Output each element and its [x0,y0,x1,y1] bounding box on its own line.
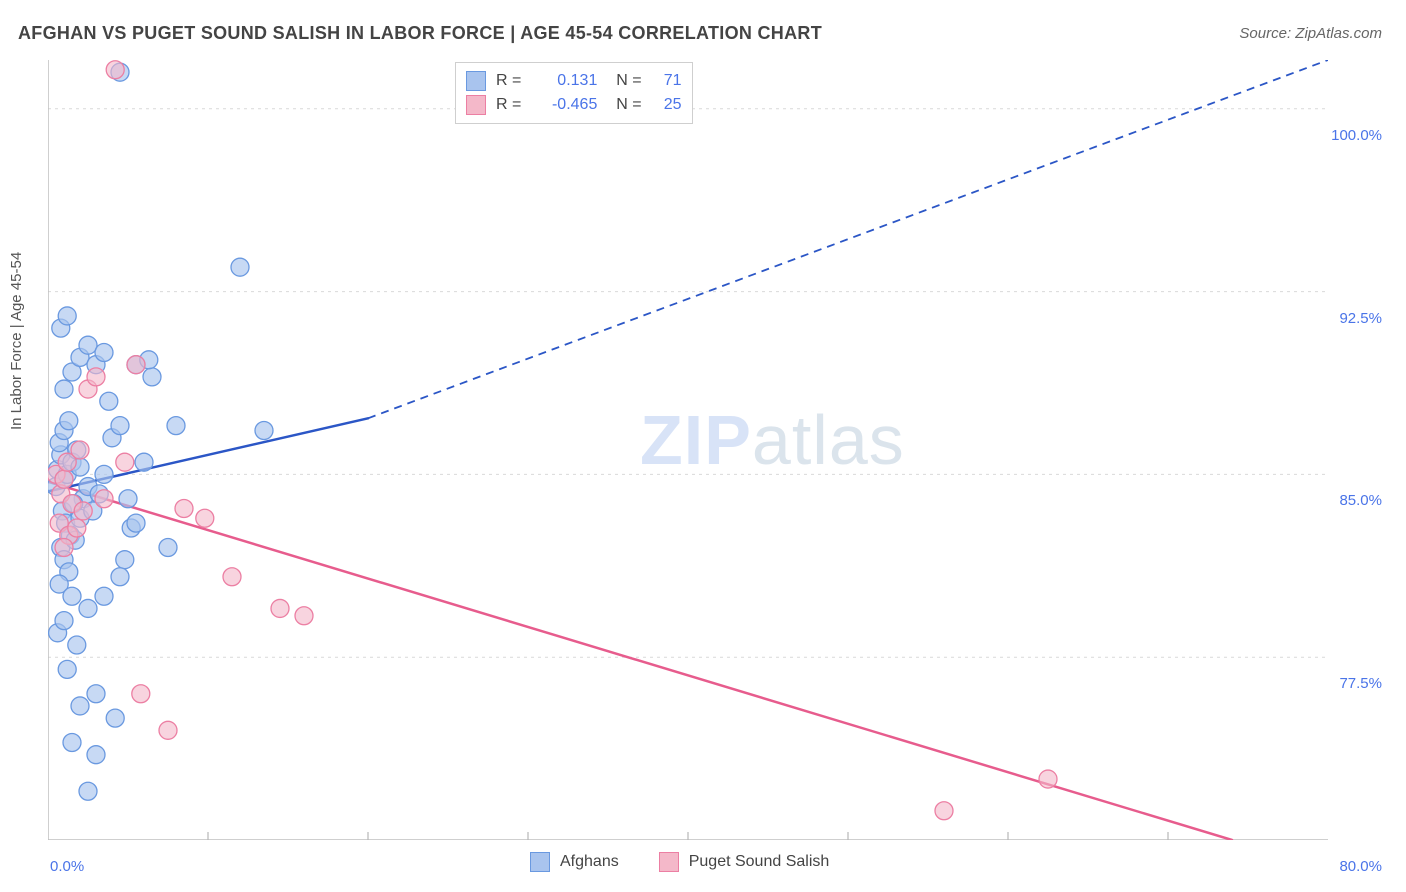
chart-title: AFGHAN VS PUGET SOUND SALISH IN LABOR FO… [18,23,822,44]
y-tick-label: 77.5% [1312,675,1382,692]
series-legend: Afghans Puget Sound Salish [530,852,829,872]
y-tick-label: 92.5% [1312,310,1382,327]
legend-label-puget: Puget Sound Salish [689,853,830,871]
y-tick-label: 85.0% [1312,492,1382,509]
source-label: Source: ZipAtlas.com [1239,25,1382,42]
legend-swatch-b [466,95,486,115]
y-axis-label: In Labor Force | Age 45-54 [8,252,25,430]
legend-swatch-afghans [530,852,550,872]
correlation-legend: R =0.131 N =71 R =-0.465 N =25 [455,62,693,124]
y-tick-label: 100.0% [1312,127,1382,144]
x-axis-min: 0.0% [50,858,84,875]
legend-swatch-a [466,71,486,91]
legend-swatch-puget [659,852,679,872]
watermark: ZIPatlas [640,400,905,480]
legend-label-afghans: Afghans [560,853,619,871]
x-axis-max: 80.0% [1339,858,1382,875]
